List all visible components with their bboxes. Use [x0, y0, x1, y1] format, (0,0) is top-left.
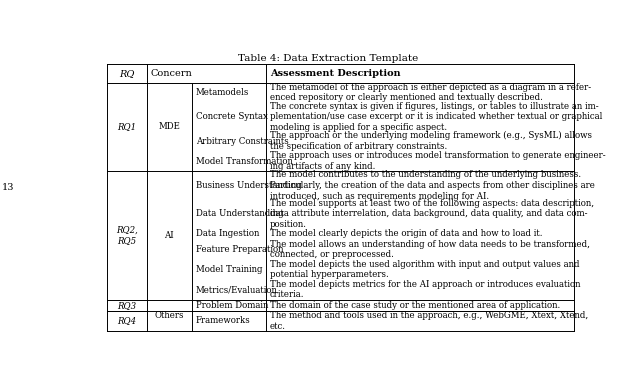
Text: Problem Domain: Problem Domain [196, 301, 268, 310]
Text: Metrics/Evaluation: Metrics/Evaluation [196, 285, 278, 294]
Text: The approach uses or introduces model transformation to generate engineer-
ing a: The approach uses or introduces model tr… [270, 151, 605, 171]
Text: MDE: MDE [158, 122, 180, 131]
Text: Assessment Description: Assessment Description [270, 69, 401, 78]
Text: The model depicts the used algorithm with input and output values and
potential : The model depicts the used algorithm wit… [270, 260, 579, 279]
Text: AI: AI [164, 231, 174, 240]
Text: RQ2,
RQ5: RQ2, RQ5 [116, 225, 138, 245]
Text: Concern: Concern [151, 69, 193, 78]
Text: RQ3: RQ3 [118, 301, 137, 310]
Text: RQ4: RQ4 [118, 316, 137, 326]
Text: The model allows an understanding of how data needs to be transformed,
connected: The model allows an understanding of how… [270, 240, 590, 260]
Text: Model Transformation: Model Transformation [196, 157, 292, 166]
Text: The domain of the case study or the mentioned area of application.: The domain of the case study or the ment… [270, 301, 560, 310]
Text: RQ1: RQ1 [118, 122, 137, 131]
Text: Table 4: Data Extraction Template: Table 4: Data Extraction Template [238, 54, 418, 63]
Text: The concrete syntax is given if figures, listings, or tables to illustrate an im: The concrete syntax is given if figures,… [270, 102, 602, 132]
Text: RQ: RQ [120, 69, 135, 78]
Text: Concrete Syntax: Concrete Syntax [196, 112, 268, 122]
Text: 13: 13 [1, 183, 14, 192]
Text: The metamodel of the approach is either depicted as a diagram in a refer-
enced : The metamodel of the approach is either … [270, 82, 591, 102]
Text: The model supports at least two of the following aspects: data description,
data: The model supports at least two of the f… [270, 199, 594, 229]
Text: Feature Preparation: Feature Preparation [196, 245, 283, 254]
Text: The model clearly depicts the origin of data and how to load it.: The model clearly depicts the origin of … [270, 230, 543, 238]
Text: The method and tools used in the approach, e.g., WebGME, Xtext, Xtend,
etc.: The method and tools used in the approac… [270, 311, 588, 331]
Text: Data Ingestion: Data Ingestion [196, 230, 259, 238]
Text: Metamodels: Metamodels [196, 88, 249, 97]
Text: Model Training: Model Training [196, 265, 262, 274]
Text: Others: Others [154, 311, 184, 320]
Text: Frameworks: Frameworks [196, 316, 250, 326]
Text: The approach or the underlying modeling framework (e.g., SysML) allows
the speci: The approach or the underlying modeling … [270, 131, 592, 151]
Text: The model depicts metrics for the AI approach or introduces evaluation
criteria.: The model depicts metrics for the AI app… [270, 280, 580, 299]
Text: Business Understanding: Business Understanding [196, 181, 301, 190]
Text: Arbitrary Constraints: Arbitrary Constraints [196, 136, 288, 146]
Text: The model contributes to the understanding of the underlying business.
Particula: The model contributes to the understandi… [270, 170, 595, 201]
Text: Data Understanding: Data Understanding [196, 210, 284, 219]
